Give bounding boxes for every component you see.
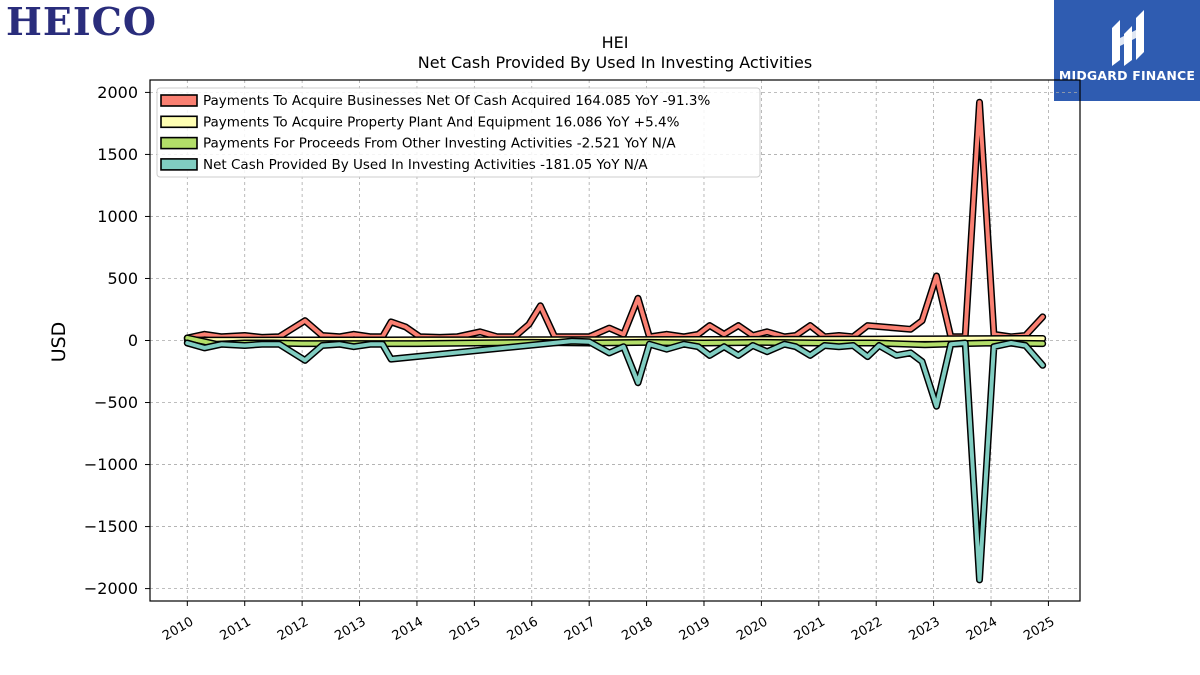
x-tick-label: 2020 (734, 614, 770, 644)
legend-label-3: Payments For Proceeds From Other Investi… (203, 136, 676, 152)
x-tick-label: 2025 (1021, 614, 1057, 644)
chart-subtitle: Net Cash Provided By Used In Investing A… (418, 53, 812, 72)
x-tick-label: 2022 (849, 614, 885, 644)
y-tick-label: 2000 (97, 83, 138, 102)
y-tick-label: −1000 (84, 455, 138, 474)
series-line-4 (185, 339, 1045, 582)
heico-logo: HEICO (6, 0, 157, 44)
y-tick-label: 1500 (97, 145, 138, 164)
midgard-emblem-icon (1112, 10, 1144, 66)
x-tick-label: 2011 (218, 614, 254, 644)
y-tick-label: 0 (128, 331, 138, 350)
y-tick-label: −2000 (84, 579, 138, 598)
y-tick-label: 500 (107, 269, 138, 288)
midgard-finance-label: MIDGARD FINANCE (1058, 68, 1196, 83)
legend-swatch-1 (160, 94, 198, 107)
legend-box (156, 87, 761, 178)
y-tick-label: −1500 (84, 517, 138, 536)
y-tick-label: 1000 (97, 207, 138, 226)
x-tick-label: 2017 (562, 614, 598, 644)
y-axis-label: USD (48, 322, 70, 363)
series-lines (183, 98, 1047, 584)
x-tick-label: 2015 (447, 614, 483, 644)
series-outline-4 (183, 337, 1047, 584)
x-tick-label: 2016 (505, 614, 541, 644)
x-tick-label: 2010 (160, 614, 196, 644)
x-tick-label: 2023 (906, 614, 942, 644)
legend-label-4: Net Cash Provided By Used In Investing A… (203, 157, 648, 173)
legend-swatch-3 (160, 136, 198, 150)
x-tick-label: 2014 (390, 614, 426, 644)
x-tick-label: 2019 (677, 614, 713, 644)
legend-swatch-4 (160, 158, 198, 171)
legend-label-2: Payments To Acquire Property Plant And E… (203, 114, 680, 130)
chart-title: HEI (602, 33, 629, 52)
y-tick-label: −500 (94, 393, 138, 412)
midgard-finance-logo: MIDGARD FINANCE (1054, 0, 1200, 101)
legend: Payments To Acquire Businesses Net Of Ca… (156, 87, 761, 178)
x-tick-label: 2013 (332, 614, 368, 644)
x-tick-label: 2021 (792, 614, 828, 644)
x-tick-label: 2012 (275, 614, 311, 644)
x-tick-label: 2018 (619, 614, 655, 644)
series-line-1 (185, 100, 1045, 340)
x-tick-label: 2024 (964, 614, 1000, 644)
legend-swatch-2 (160, 115, 198, 129)
legend-label-1: Payments To Acquire Businesses Net Of Ca… (203, 93, 710, 109)
